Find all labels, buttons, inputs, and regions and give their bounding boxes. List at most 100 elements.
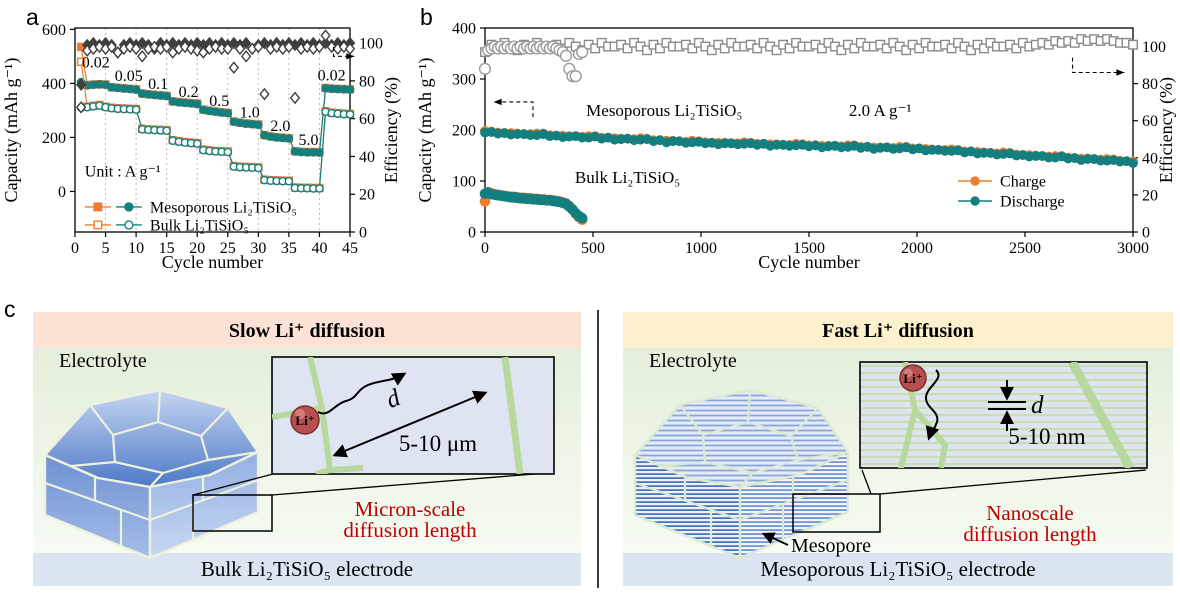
series-discharge [480, 127, 1138, 169]
svg-text:200: 200 [42, 130, 66, 147]
svg-text:300: 300 [452, 72, 476, 89]
annotation: 0.5 [209, 93, 229, 110]
svg-text:100: 100 [1142, 39, 1166, 56]
legend-label: Charge [1000, 174, 1046, 191]
annotation: Unit : A g⁻¹ [85, 164, 161, 181]
annotation: 2.0 [270, 118, 290, 135]
series-mesoporous-discharge [76, 77, 355, 157]
mesopore-arrow [761, 532, 789, 546]
legend: Charge Discharge [958, 174, 1065, 211]
diffusion-path-arrow [925, 369, 940, 441]
li-ion-label: Li⁺ [903, 371, 922, 386]
svg-text:40: 40 [1142, 150, 1158, 167]
annotation: 0.1 [148, 76, 168, 93]
svg-text:0: 0 [481, 240, 489, 257]
svg-text:100: 100 [359, 36, 383, 53]
caption-line2: diffusion length [343, 518, 477, 542]
series-mesoporous-efficiency [480, 34, 1138, 58]
svg-text:80: 80 [1142, 76, 1158, 93]
svg-text:200: 200 [452, 123, 476, 140]
svg-text:1000: 1000 [685, 240, 717, 257]
zoom-callout [192, 472, 548, 532]
diffusion-length-arrow [332, 390, 488, 458]
slow-diffusion-header: Slow Li⁺ diffusion [33, 312, 581, 348]
electrolyte-label-right: Electrolyte [649, 350, 737, 372]
li-ion: Li⁺ [899, 364, 927, 392]
chart-root: 0 500 1000 1500 2000 2500 30000100200300400020… [415, 21, 1177, 273]
svg-text:20: 20 [189, 240, 205, 257]
annotation: 0.02 [82, 54, 110, 71]
series-bulk-discharge [479, 187, 588, 224]
mesopore-label: Mesopore [791, 535, 871, 557]
li-ion-label: Li⁺ [295, 413, 314, 428]
svg-text:0: 0 [468, 225, 476, 242]
svg-text:40: 40 [311, 240, 327, 257]
annotation: Bulk Li₂TiSiO₅ [575, 168, 680, 187]
caption-line1: Micron-scale [354, 497, 466, 521]
annotation: 2.0 A g⁻¹ [849, 101, 912, 120]
svg-text:60: 60 [359, 111, 375, 128]
distance-d-label: d [1031, 392, 1044, 419]
svg-text:15: 15 [159, 240, 175, 257]
electrolyte-label-left: Electrolyte [59, 350, 147, 372]
svg-text:0: 0 [71, 240, 79, 257]
axes: 0 500 1000 1500 2000 2500 30000100200300400020… [415, 21, 1177, 273]
svg-text:25: 25 [220, 240, 236, 257]
zoom-source-rect [192, 494, 273, 532]
annotation: 0.2 [179, 84, 199, 101]
svg-text:45: 45 [342, 240, 358, 257]
svg-text:400: 400 [452, 21, 476, 38]
bulk-electrode-footer: Bulk Li₂TiSiO₅ electrode [33, 553, 581, 586]
micron-scale-caption: Micron-scale diffusion length [280, 499, 540, 541]
series-bulk-efficiency [75, 29, 356, 114]
chart-b-long-cycling: 0 500 1000 1500 2000 2500 30000100200300400020… [415, 21, 1177, 273]
panel-label-a: a [26, 4, 39, 30]
svg-text:3000: 3000 [1117, 240, 1149, 257]
panel-label-b: b [420, 4, 433, 30]
svg-text:2000: 2000 [901, 240, 933, 257]
scale-label: 5-10 μm [399, 431, 477, 456]
annotation: 5.0 [298, 132, 318, 149]
y-axis-title-left: Capacity (mAh g⁻¹) [415, 58, 436, 203]
annotation: 0.02 [318, 67, 346, 84]
series-bulk-efficiency [478, 40, 589, 83]
svg-text:0: 0 [359, 225, 367, 242]
annotation: 0.05 [115, 68, 143, 85]
fast-diffusion-header: Fast Li⁺ diffusion [623, 312, 1173, 348]
mesoporous-schematic-card: Fast Li⁺ diffusion [623, 312, 1173, 586]
grain-inset: Li⁺ d 5-10 μm [271, 356, 555, 475]
guide-arrow [1071, 57, 1125, 76]
x-axis-title: Cycle number [758, 252, 859, 272]
distance-marker [988, 380, 1026, 431]
svg-text:5: 5 [102, 240, 110, 257]
bulk-crystal [43, 388, 260, 560]
axes: 0 5 10 15 20 25 30 35 40 450200400600020406080100… [1, 22, 402, 272]
svg-text:20: 20 [359, 187, 375, 204]
y-axis-title-right: Efficiency (%) [1156, 77, 1177, 183]
svg-text:100: 100 [452, 174, 476, 191]
svg-text:1500: 1500 [793, 240, 825, 257]
legend-label: Discharge [1000, 194, 1065, 211]
mesoporous-schematic-body: Li⁺ d 5-10 nm Electrolyte Mesopore Nanos… [623, 348, 1173, 560]
grain-boundaries [44, 389, 259, 546]
caption-line2: diffusion length [963, 522, 1097, 546]
guide-arrow [493, 98, 534, 118]
x-axis-title: Cycle number [162, 252, 263, 272]
zoom-callout [792, 469, 1147, 533]
bulk-schematic-card: Slow Li⁺ diffusion [33, 312, 581, 586]
panel-label-c: c [4, 296, 16, 322]
svg-text:10: 10 [128, 240, 144, 257]
y-axis-title-right: Efficiency (%) [381, 77, 402, 183]
caption-line1: Nanoscale [986, 501, 1074, 525]
svg-text:60: 60 [1142, 113, 1158, 130]
legend-label: Mesoporous Li₂TiSiO₅ [150, 199, 297, 216]
svg-text:0: 0 [58, 184, 66, 201]
layer-inset: Li⁺ d 5-10 nm [859, 361, 1148, 469]
svg-text:500: 500 [581, 240, 605, 257]
svg-text:20: 20 [1142, 187, 1158, 204]
guide-arrow [332, 46, 355, 60]
mesoporous-crystal [633, 388, 850, 560]
svg-text:30: 30 [250, 240, 266, 257]
